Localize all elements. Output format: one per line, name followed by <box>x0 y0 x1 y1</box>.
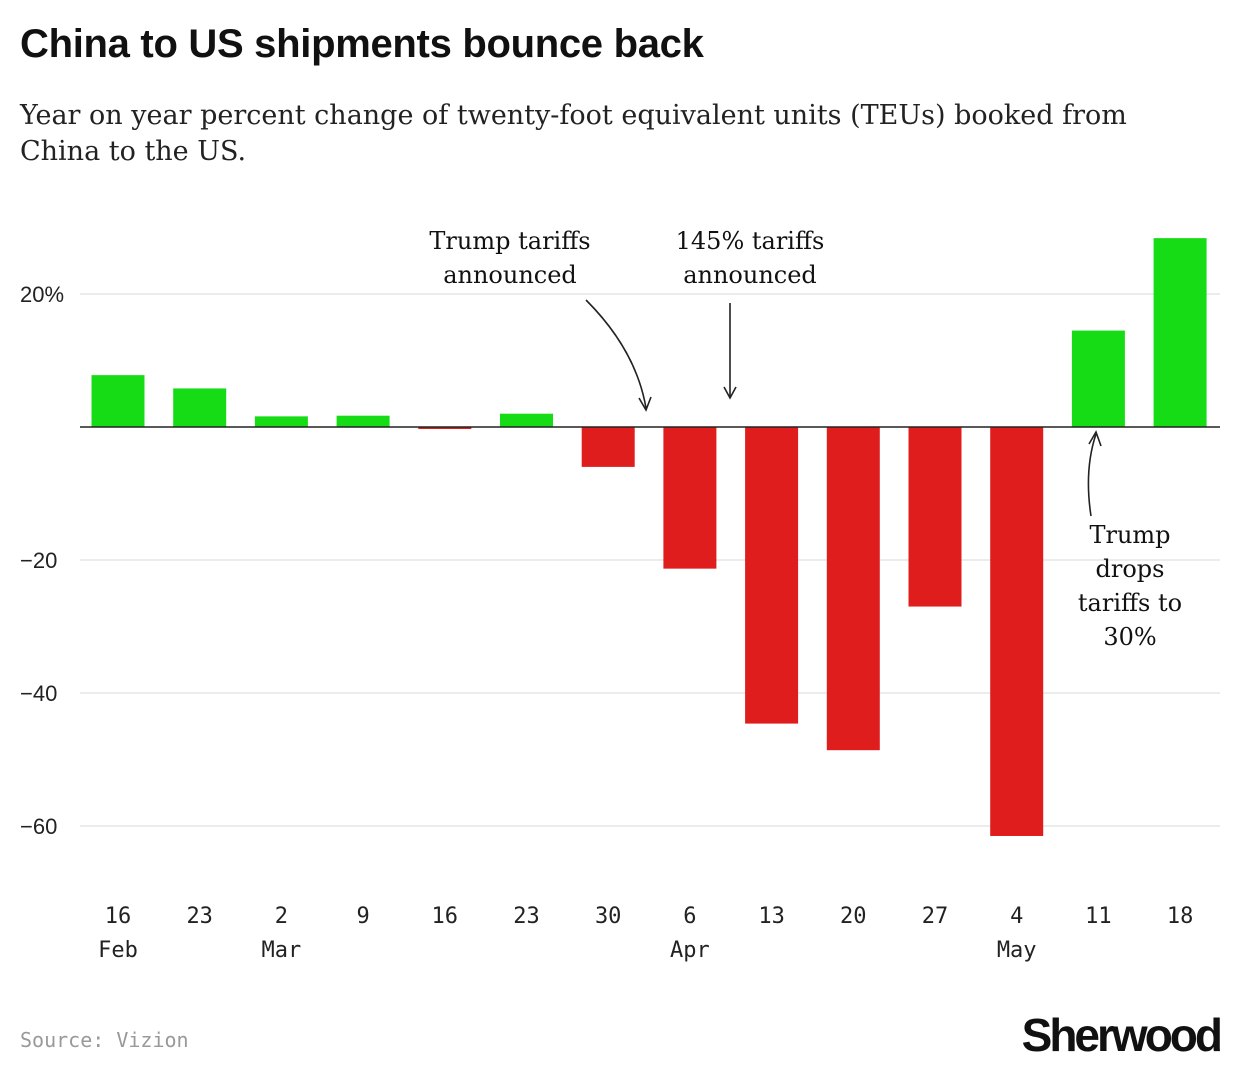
x-tick-label: 23 <box>186 904 213 929</box>
bar-chart: 20% −20 −40 −60 16 Feb 23 2 Mar 9 16 23 30 6 Apr 13 20 2… <box>20 227 1220 963</box>
annotation-text: announced <box>683 261 817 289</box>
x-month-label: May <box>997 938 1037 963</box>
bar <box>663 427 717 569</box>
x-month-label: Feb <box>98 938 138 963</box>
x-tick-label: 9 <box>356 904 369 929</box>
bar <box>581 427 635 467</box>
y-axis-labels: 20% −20 −40 −60 <box>20 282 64 839</box>
annotation-text: Trump <box>1089 521 1170 549</box>
bar <box>908 427 962 607</box>
bar <box>91 375 145 427</box>
x-axis-labels: 16 Feb 23 2 Mar 9 16 23 30 6 Apr 13 20 27 4 May 11 18 <box>98 904 1193 963</box>
x-tick-label: 27 <box>922 904 949 929</box>
gridlines <box>80 293 1220 827</box>
annotation-arrow <box>1087 433 1097 517</box>
y-tick-label: −60 <box>20 814 57 839</box>
bar <box>173 388 227 427</box>
x-tick-label: 16 <box>105 904 132 929</box>
bar <box>336 415 390 427</box>
x-tick-label: 6 <box>683 904 696 929</box>
x-tick-label: 2 <box>275 904 288 929</box>
brand-logo: Sherwood <box>1021 1009 1223 1061</box>
bars <box>91 238 1207 836</box>
bar <box>500 413 553 427</box>
x-tick-label: 20 <box>840 904 867 929</box>
annotation-text: Trump tariffs <box>429 227 590 255</box>
y-tick-label: 20% <box>20 282 64 307</box>
source-note: Source: Vizion <box>20 1028 189 1052</box>
annotation-text: 145% tariffs <box>676 227 825 255</box>
x-tick-label: 4 <box>1010 904 1023 929</box>
y-tick-label: −20 <box>20 548 57 573</box>
x-month-label: Mar <box>262 938 302 963</box>
x-tick-label: 13 <box>758 904 785 929</box>
bar <box>254 416 308 427</box>
annotation-arrow <box>585 299 647 409</box>
y-tick-label: −40 <box>20 681 57 706</box>
bar <box>826 427 880 751</box>
annotation-text: 30% <box>1103 623 1156 651</box>
bar <box>1071 330 1125 427</box>
arrow-head <box>723 386 737 400</box>
annotation-text: tariffs to <box>1078 589 1182 617</box>
annotations: Trump tariffs announced 145% tariffs announ… <box>429 227 1182 651</box>
bar <box>418 427 472 429</box>
x-tick-label: 18 <box>1167 904 1194 929</box>
arrow-head <box>638 396 652 412</box>
chart-subtitle: Year on year percent change of twenty-fo… <box>20 100 1127 167</box>
chart-title: China to US shipments bounce back <box>20 22 704 66</box>
arrow-head <box>1088 430 1102 447</box>
x-month-label: Apr <box>670 938 710 963</box>
x-tick-label: 30 <box>595 904 622 929</box>
bar <box>745 427 799 724</box>
annotation-text: announced <box>443 261 577 289</box>
bar <box>990 427 1044 836</box>
annotation-text: drops <box>1096 555 1165 583</box>
x-tick-label: 16 <box>432 904 459 929</box>
x-tick-label: 11 <box>1085 904 1112 929</box>
x-tick-label: 23 <box>513 904 540 929</box>
bar <box>1153 238 1207 427</box>
